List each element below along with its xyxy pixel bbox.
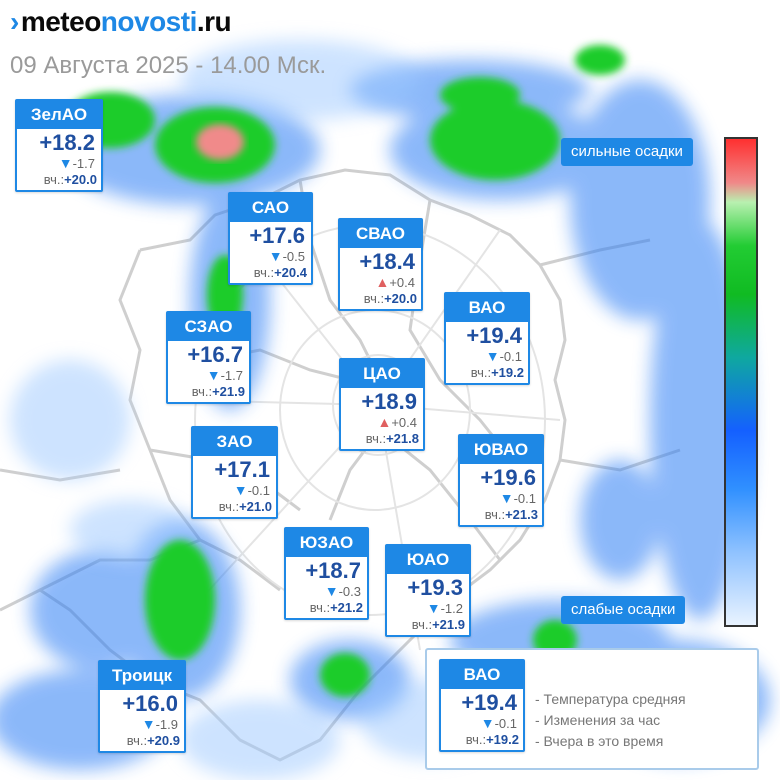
temperature-value: +19.3 xyxy=(407,575,463,600)
temperature-value: +18.4 xyxy=(359,249,415,274)
district-name: ЮАО xyxy=(387,546,469,574)
logo-arrow-icon: › xyxy=(10,6,19,37)
yesterday-label: вч.: xyxy=(484,507,506,522)
district-name: ВАО xyxy=(446,294,528,322)
hourly-change: +0.4 xyxy=(389,275,415,290)
district-name: ЮЗАО xyxy=(286,529,367,557)
temperature-value: +18.7 xyxy=(305,558,361,583)
yesterday-value: +21.3 xyxy=(505,507,538,522)
district-card-yuao[interactable]: ЮАО +19.3 ▼-1.2 вч.:+21.9 xyxy=(385,544,471,637)
yesterday-label: вч.: xyxy=(309,600,331,615)
district-card-cao[interactable]: ЦАО +18.9 ▲+0.4 вч.:+21.8 xyxy=(339,358,425,451)
yesterday-value: +21.9 xyxy=(432,617,465,632)
hourly-change: -0.1 xyxy=(247,483,270,498)
yesterday-value: +19.2 xyxy=(491,365,524,380)
district-card-zao[interactable]: ЗАО +17.1 ▼-0.1 вч.:+21.0 xyxy=(191,426,278,519)
district-card-vao[interactable]: ВАО +19.4 ▼-0.1 вч.:+19.2 xyxy=(444,292,530,385)
temperature-value: +17.1 xyxy=(214,457,270,482)
legend-item-average-temp: - Температура средняя xyxy=(535,691,686,707)
hourly-change: +0.4 xyxy=(391,415,417,430)
precipitation-heavy xyxy=(196,124,244,160)
district-name: ЦАО xyxy=(341,360,423,388)
temperature-value: +18.2 xyxy=(39,130,95,155)
yesterday-value: +19.2 xyxy=(486,732,519,747)
yesterday-label: вч.: xyxy=(363,291,385,306)
trend-down-icon: ▼ xyxy=(499,490,514,506)
scale-label-light: слабые осадки xyxy=(561,596,686,624)
trend-down-icon: ▼ xyxy=(426,600,441,616)
logo-text-meteo: meteo xyxy=(20,6,101,37)
hourly-change: -0.1 xyxy=(513,491,536,506)
district-name: Троицк xyxy=(100,662,184,690)
yesterday-label: вч.: xyxy=(470,365,492,380)
hourly-change: -1.7 xyxy=(220,368,243,383)
yesterday-label: вч.: xyxy=(191,384,213,399)
temperature-value: +19.6 xyxy=(480,465,536,490)
precipitation-scale-bar xyxy=(724,137,758,627)
yesterday-label: вч.: xyxy=(43,172,65,187)
yesterday-label: вч.: xyxy=(218,499,240,514)
trend-down-icon: ▼ xyxy=(58,155,73,171)
legend-example-card: ВАО +19.4 ▼-0.1 вч.:+19.2 xyxy=(439,659,525,752)
district-card-szao[interactable]: СЗАО +16.7 ▼-1.7 вч.:+21.9 xyxy=(166,311,251,404)
district-name: СЗАО xyxy=(168,313,249,341)
temperature-value: +19.4 xyxy=(461,690,517,715)
logo-text-ru: .ru xyxy=(196,6,232,37)
legend-item-yesterday: - Вчера в это время xyxy=(535,733,664,749)
yesterday-value: +20.4 xyxy=(274,265,307,280)
yesterday-value: +21.2 xyxy=(330,600,363,615)
logo-text-novosti: novosti xyxy=(100,6,198,37)
yesterday-value: +20.0 xyxy=(64,172,97,187)
date-time-line: 09 Августа 2025 - 14.00 Мск. xyxy=(10,52,327,79)
hourly-change: -0.5 xyxy=(282,249,305,264)
temperature-value: +18.9 xyxy=(361,389,417,414)
trend-down-icon: ▼ xyxy=(268,248,283,264)
district-name: ВАО xyxy=(441,661,523,689)
trend-down-icon: ▼ xyxy=(206,367,221,383)
district-card-yuvao[interactable]: ЮВАО +19.6 ▼-0.1 вч.:+21.3 xyxy=(458,434,544,527)
yesterday-value: +20.0 xyxy=(384,291,417,306)
temperature-value: +19.4 xyxy=(466,323,522,348)
yesterday-label: вч.: xyxy=(126,733,148,748)
district-name: СВАО xyxy=(340,220,421,248)
yesterday-label: вч.: xyxy=(253,265,275,280)
site-logo[interactable]: ›meteonovosti.ru xyxy=(10,6,232,38)
yesterday-value: +21.9 xyxy=(212,384,245,399)
yesterday-label: вч.: xyxy=(411,617,433,632)
district-name: ЗелАО xyxy=(17,101,101,129)
hourly-change: -0.3 xyxy=(338,584,361,599)
yesterday-value: +20.9 xyxy=(147,733,180,748)
hourly-change: -0.1 xyxy=(494,716,517,731)
yesterday-label: вч.: xyxy=(365,431,387,446)
district-name: ЗАО xyxy=(193,428,276,456)
district-name: САО xyxy=(230,194,311,222)
district-name: ЮВАО xyxy=(460,436,542,464)
district-card-zelao[interactable]: ЗелАО +18.2 ▼-1.7 вч.:+20.0 xyxy=(15,99,103,192)
hourly-change: -1.2 xyxy=(440,601,463,616)
district-card-svao[interactable]: СВАО +18.4 ▲+0.4 вч.:+20.0 xyxy=(338,218,423,311)
district-card-sao[interactable]: САО +17.6 ▼-0.5 вч.:+20.4 xyxy=(228,192,313,285)
hourly-change: -0.1 xyxy=(499,349,522,364)
trend-down-icon: ▼ xyxy=(233,482,248,498)
trend-up-icon: ▲ xyxy=(375,274,390,290)
trend-down-icon: ▼ xyxy=(324,583,339,599)
temperature-value: +17.6 xyxy=(249,223,305,248)
temperature-value: +16.0 xyxy=(122,691,178,716)
temperature-value: +16.7 xyxy=(187,342,243,367)
district-card-yuzao[interactable]: ЮЗАО +18.7 ▼-0.3 вч.:+21.2 xyxy=(284,527,369,620)
legend-item-hourly-change: - Изменения за час xyxy=(535,712,661,728)
trend-down-icon: ▼ xyxy=(485,348,500,364)
yesterday-value: +21.0 xyxy=(239,499,272,514)
district-card-troitsk[interactable]: Троицк +16.0 ▼-1.9 вч.:+20.9 xyxy=(98,660,186,753)
yesterday-label: вч.: xyxy=(465,732,487,747)
trend-down-icon: ▼ xyxy=(480,715,495,731)
yesterday-value: +21.8 xyxy=(386,431,419,446)
trend-up-icon: ▲ xyxy=(377,414,392,430)
trend-down-icon: ▼ xyxy=(141,716,156,732)
scale-label-heavy: сильные осадки xyxy=(561,138,693,166)
hourly-change: -1.9 xyxy=(155,717,178,732)
hourly-change: -1.7 xyxy=(72,156,95,171)
